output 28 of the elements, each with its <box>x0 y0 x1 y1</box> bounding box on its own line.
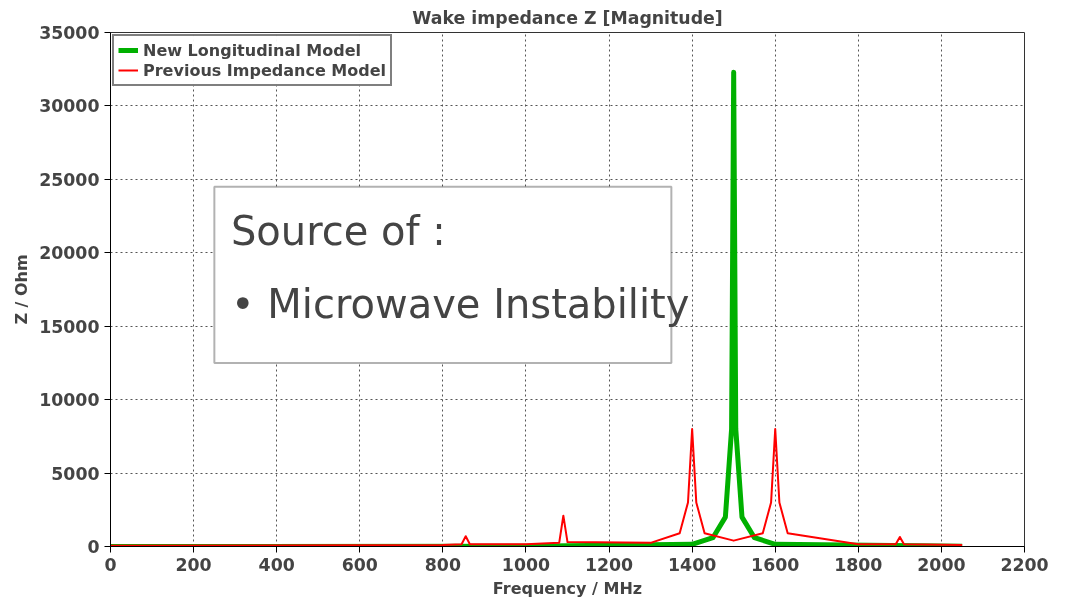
y-tick-label: 20000 <box>39 243 100 264</box>
x-tick-label: 2200 <box>1000 554 1049 575</box>
chart-title: Wake impedance Z [Magnitude] <box>412 7 723 28</box>
x-tick-label: 1600 <box>751 554 800 575</box>
legend-label: New Longitudinal Model <box>143 40 362 60</box>
y-tick-label: 15000 <box>39 316 100 337</box>
y-tick-label: 35000 <box>39 23 100 43</box>
y-tick-label: 0 <box>87 537 100 557</box>
y-tick-label: 30000 <box>39 96 100 117</box>
x-tick-label: 1200 <box>584 554 634 575</box>
x-tick-label: 800 <box>424 554 461 575</box>
annotation: • Microwave Instability <box>230 281 690 328</box>
legend-label: Previous Impedance Model <box>143 60 387 80</box>
y-tick-label: 5000 <box>51 463 100 484</box>
annotation: Source of : <box>230 207 446 254</box>
x-tick-label: 0 <box>104 554 117 575</box>
x-tick-label: 600 <box>341 554 378 575</box>
x-axis-title: Frequency / MHz <box>492 578 643 598</box>
x-tick-label: 200 <box>175 554 212 575</box>
y-tick-label: 10000 <box>39 390 100 411</box>
x-tick-label: 1800 <box>834 554 883 575</box>
y-tick-label: 25000 <box>39 169 100 190</box>
x-tick-label: 400 <box>258 554 295 575</box>
x-tick-label: 1000 <box>501 554 551 575</box>
line-series <box>110 428 964 547</box>
x-tick-label: 1400 <box>668 554 717 575</box>
y-axis-title: Z / Ohm <box>12 254 32 325</box>
x-tick-label: 2000 <box>917 554 966 575</box>
